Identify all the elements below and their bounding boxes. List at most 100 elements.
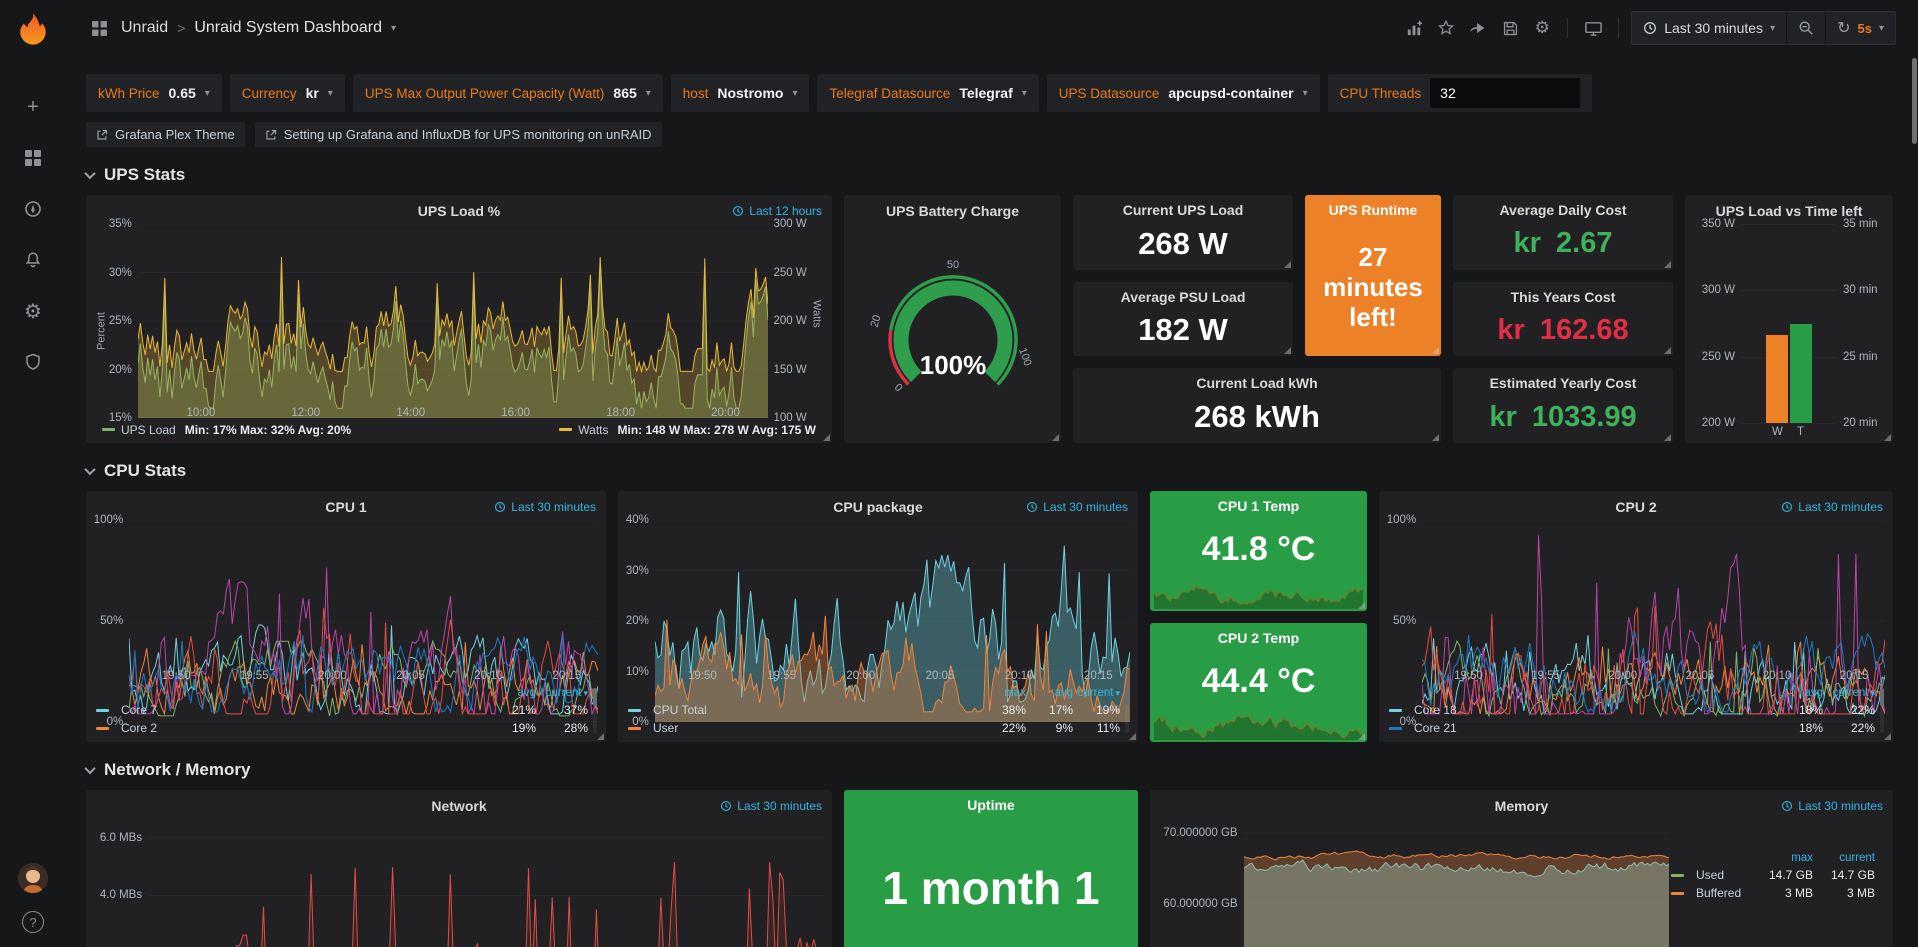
- ups-bars-chart[interactable]: 350 W 300 W 250 W 200 W W T 35 min 30 min 25 min…: [1693, 218, 1885, 440]
- section-network-memory[interactable]: Network / Memory: [84, 760, 1893, 780]
- cpu-threads-input[interactable]: [1430, 78, 1581, 108]
- page-scrollbar[interactable]: [1912, 58, 1917, 144]
- refresh-interval[interactable]: 5s: [1857, 20, 1872, 36]
- variable-value[interactable]: 0.65: [168, 85, 196, 101]
- user-avatar[interactable]: [18, 863, 48, 893]
- cpu2-chart[interactable]: 0% 50% 100% 19:50 19:55 20:00 20:05 20:10 20:15: [1387, 514, 1886, 728]
- panel-title[interactable]: UPS Load %: [417, 203, 501, 219]
- legend-series-name[interactable]: UPS Load: [121, 422, 176, 437]
- variable-value[interactable]: Telegraf: [959, 85, 1013, 101]
- legend-scrollbar-thumb[interactable]: [593, 688, 597, 706]
- legend-series-name[interactable]: Core 21: [1389, 721, 1771, 735]
- help-icon[interactable]: ?: [22, 911, 44, 933]
- bars-plot[interactable]: [1741, 224, 1837, 424]
- panel-title[interactable]: Uptime: [967, 797, 1015, 813]
- legend-scrollbar-thumb[interactable]: [1880, 688, 1884, 706]
- time-range-picker[interactable]: Last 30 minutes ▾: [1632, 12, 1786, 44]
- add-panel-icon[interactable]: [1401, 15, 1427, 41]
- legend-series-name[interactable]: Watts: [578, 422, 609, 437]
- plus-icon[interactable]: +: [27, 95, 39, 118]
- save-icon[interactable]: [1497, 15, 1523, 41]
- variable-kwh-price[interactable]: kWh Price 0.65 ▾: [86, 74, 222, 112]
- zoom-out-button[interactable]: [1786, 12, 1825, 44]
- section-ups-stats[interactable]: UPS Stats: [84, 165, 1893, 185]
- grafana-logo-icon[interactable]: [16, 12, 50, 49]
- bell-icon[interactable]: [21, 248, 45, 272]
- panel-title[interactable]: CPU 2 Temp: [1217, 629, 1300, 646]
- legend-series-name[interactable]: Used: [1671, 868, 1751, 882]
- legend-series-name[interactable]: Buffered: [1671, 886, 1751, 900]
- dashboard-link-setting-up-grafana-and-i[interactable]: Setting up Grafana and InfluxDB for UPS …: [254, 122, 662, 147]
- dashboard-grid-icon[interactable]: [86, 15, 112, 41]
- legend-series-name[interactable]: Core 7: [96, 703, 484, 717]
- variable-value[interactable]: Nostromo: [717, 85, 784, 101]
- breadcrumb-app[interactable]: Unraid: [121, 19, 169, 36]
- variable-value[interactable]: apcupsd-container: [1168, 85, 1294, 101]
- variable-currency[interactable]: Currency kr ▾: [229, 74, 345, 112]
- panel-title[interactable]: Average Daily Cost: [1499, 202, 1627, 218]
- dashboard-link-grafana-plex-theme[interactable]: Grafana Plex Theme: [86, 122, 245, 147]
- panel-title[interactable]: UPS Load vs Time left: [1715, 203, 1863, 219]
- graph-plot[interactable]: [1422, 520, 1886, 722]
- panel-title[interactable]: UPS Runtime: [1328, 202, 1418, 218]
- panel-title[interactable]: Current UPS Load: [1122, 202, 1244, 218]
- variable-telegraf-datasource[interactable]: Telegraf Datasource Telegraf ▾: [817, 74, 1039, 112]
- panel-title[interactable]: Memory: [1494, 798, 1549, 814]
- panel-title[interactable]: Current Load kWh: [1196, 375, 1318, 392]
- variable-host[interactable]: host Nostromo ▾: [670, 74, 810, 112]
- legend-series-name[interactable]: Core 18: [1389, 703, 1771, 717]
- gear-icon[interactable]: ⚙: [24, 300, 42, 323]
- panel-title[interactable]: CPU 2: [1615, 499, 1657, 515]
- panel-title[interactable]: UPS Battery Charge: [885, 203, 1020, 219]
- legend-header-avg[interactable]: avg: [1804, 686, 1823, 699]
- legend-scrollbar[interactable]: [1125, 688, 1129, 733]
- chevron-down-icon[interactable]: ▾: [390, 22, 396, 34]
- legend-header-avg[interactable]: avg: [517, 686, 536, 699]
- graph-plot[interactable]: [654, 520, 1130, 722]
- panel-title[interactable]: Average PSU Load: [1120, 288, 1246, 305]
- refresh-button[interactable]: ↻ 5s ▾: [1825, 12, 1895, 44]
- cpu1-chart[interactable]: 0% 50% 100% 19:50 19:55 20:00 20:05 20:10 20:15: [94, 514, 599, 728]
- graph-plot[interactable]: [148, 819, 825, 947]
- legend-header-current[interactable]: current ▾: [545, 686, 588, 699]
- tv-cycle-view-icon[interactable]: [1580, 15, 1606, 41]
- shield-icon[interactable]: [21, 350, 45, 374]
- legend-header-avg[interactable]: avg: [1054, 686, 1073, 699]
- legend-header-max[interactable]: max: [1791, 851, 1813, 864]
- explore-compass-icon[interactable]: [21, 197, 45, 221]
- graph-plot[interactable]: [1243, 819, 1669, 947]
- legend-header-current[interactable]: current ▾: [1077, 686, 1120, 699]
- cpu-package-chart[interactable]: 0% 10% 20% 30% 40% 19:50 19:55 20:00 20:05 20:10 2…: [626, 514, 1130, 728]
- panel-title[interactable]: CPU 1: [325, 499, 367, 515]
- panel-title[interactable]: CPU 1 Temp: [1217, 498, 1300, 514]
- variable-cpu-threads[interactable]: CPU Threads: [1327, 74, 1593, 112]
- variable-value[interactable]: 865: [613, 85, 637, 101]
- legend-header-current[interactable]: current ▾: [1832, 686, 1875, 699]
- ups-load-chart[interactable]: Percent 15% 20% 25% 30% 35% 10:00 12:00 14:00 16:…: [94, 218, 824, 424]
- panel-title[interactable]: Network: [431, 798, 487, 814]
- share-icon[interactable]: [1465, 15, 1491, 41]
- variable-value[interactable]: kr: [305, 85, 319, 101]
- dashboards-icon[interactable]: [21, 146, 45, 170]
- panel-title[interactable]: CPU package: [833, 499, 923, 515]
- legend-series-name[interactable]: Core 2: [96, 721, 484, 735]
- graph-plot[interactable]: [137, 224, 768, 418]
- variable-ups-max-output-power-capacity-watt[interactable]: UPS Max Output Power Capacity (Watt) 865 ▾: [352, 74, 663, 112]
- panel-title[interactable]: This Years Cost: [1510, 288, 1616, 305]
- graph-plot[interactable]: [129, 520, 599, 722]
- section-cpu-stats[interactable]: CPU Stats: [84, 461, 1893, 481]
- dashboard-title[interactable]: Unraid System Dashboard: [194, 19, 382, 36]
- legend-series-name[interactable]: CPU Total: [628, 703, 979, 717]
- legend-scrollbar[interactable]: [1880, 688, 1884, 733]
- panel-title[interactable]: Estimated Yearly Cost: [1489, 375, 1637, 392]
- star-icon[interactable]: [1433, 15, 1459, 41]
- settings-gear-icon[interactable]: ⚙: [1534, 18, 1550, 37]
- legend-series-name[interactable]: User: [628, 721, 979, 735]
- legend-header-current[interactable]: current: [1839, 851, 1875, 864]
- legend-scrollbar-thumb[interactable]: [1125, 688, 1129, 706]
- legend-header-max[interactable]: max: [1004, 686, 1026, 699]
- variable-ups-datasource[interactable]: UPS Datasource apcupsd-container ▾: [1046, 74, 1320, 112]
- legend-scrollbar[interactable]: [593, 688, 597, 733]
